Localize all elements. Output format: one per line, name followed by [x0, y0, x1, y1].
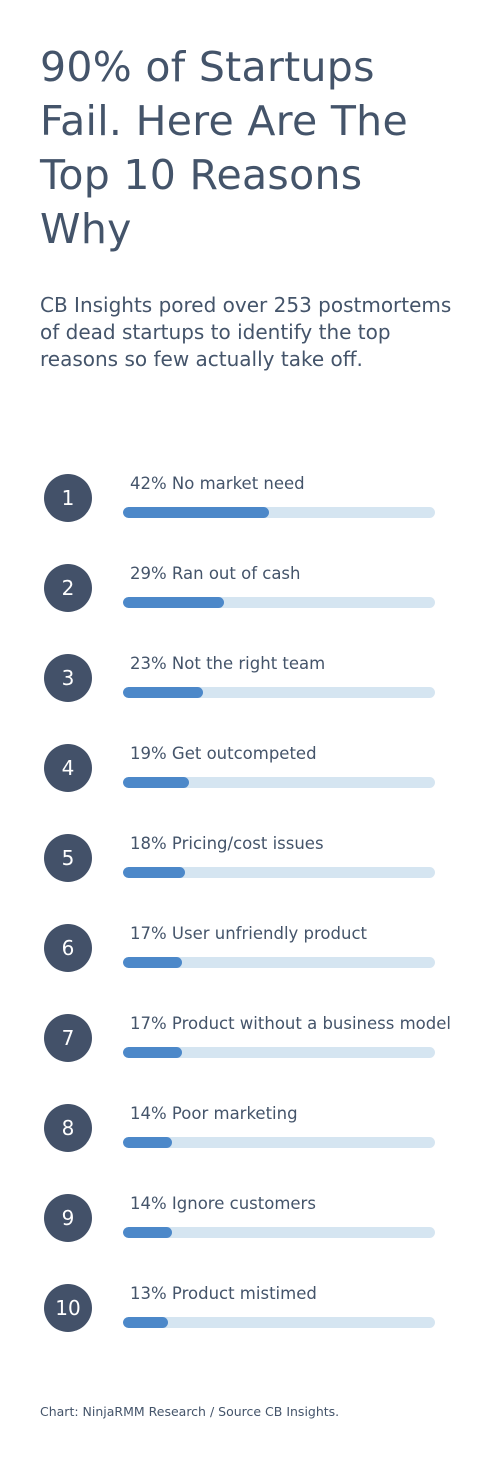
page-subtitle: CB Insights pored over 253 postmortems o…	[40, 293, 452, 371]
bar-track	[123, 1317, 435, 1328]
reason-row: 5 18% Pricing/cost issues	[0, 834, 480, 894]
bar-fill	[123, 777, 189, 788]
bar-track	[123, 597, 435, 608]
reason-row: 4 19% Get outcompeted	[0, 744, 480, 804]
reason-row: 3 23% Not the right team	[0, 654, 480, 714]
bar-fill	[123, 867, 185, 878]
reason-label: 17% User unfriendly product	[130, 924, 368, 943]
bar-fill	[123, 957, 182, 968]
bar-fill	[123, 1047, 182, 1058]
bar-fill	[123, 687, 203, 698]
bar-track	[123, 957, 435, 968]
reason-row: 7 17% Product without a business model	[0, 1014, 480, 1074]
reason-label: 29% Ran out of cash	[130, 564, 301, 583]
bar-track	[123, 1047, 435, 1058]
rank-badge: 4	[44, 744, 92, 792]
rank-badge: 8	[44, 1104, 92, 1152]
rank-badge: 6	[44, 924, 92, 972]
bar-track	[123, 687, 435, 698]
rank-badge: 1	[44, 474, 92, 522]
rank-badge: 2	[44, 564, 92, 612]
reason-label: 19% Get outcompeted	[130, 744, 317, 763]
bar-track	[123, 1137, 435, 1148]
bar-fill	[123, 1317, 168, 1328]
reason-row: 10 13% Product mistimed	[0, 1284, 480, 1344]
reason-row: 2 29% Ran out of cash	[0, 564, 480, 624]
reason-label: 13% Product mistimed	[130, 1284, 317, 1303]
reason-label: 18% Pricing/cost issues	[130, 834, 324, 853]
bar-fill	[123, 1227, 172, 1238]
bar-fill	[123, 597, 224, 608]
bar-track	[123, 867, 435, 878]
page-title: 90% of Startups Fail. Here Are The Top 1…	[40, 43, 408, 253]
reason-label: 17% Product without a business model	[130, 1014, 451, 1033]
reason-row: 8 14% Poor marketing	[0, 1104, 480, 1164]
bar-fill	[123, 507, 269, 518]
bar-track	[123, 507, 435, 518]
rank-badge: 9	[44, 1194, 92, 1242]
reason-label: 23% Not the right team	[130, 654, 326, 673]
bar-track	[123, 1227, 435, 1238]
reason-row: 1 42% No market need	[0, 474, 480, 534]
bar-fill	[123, 1137, 172, 1148]
reason-label: 42% No market need	[130, 474, 305, 493]
bar-track	[123, 777, 435, 788]
reason-row: 6 17% User unfriendly product	[0, 924, 480, 984]
rank-badge: 10	[44, 1284, 92, 1332]
rank-badge: 3	[44, 654, 92, 702]
source-note: Chart: NinjaRMM Research / Source CB Ins…	[40, 1404, 340, 1419]
rank-badge: 7	[44, 1014, 92, 1062]
rank-badge: 5	[44, 834, 92, 882]
reason-label: 14% Poor marketing	[130, 1104, 298, 1123]
reason-row: 9 14% Ignore customers	[0, 1194, 480, 1254]
reason-label: 14% Ignore customers	[130, 1194, 316, 1213]
